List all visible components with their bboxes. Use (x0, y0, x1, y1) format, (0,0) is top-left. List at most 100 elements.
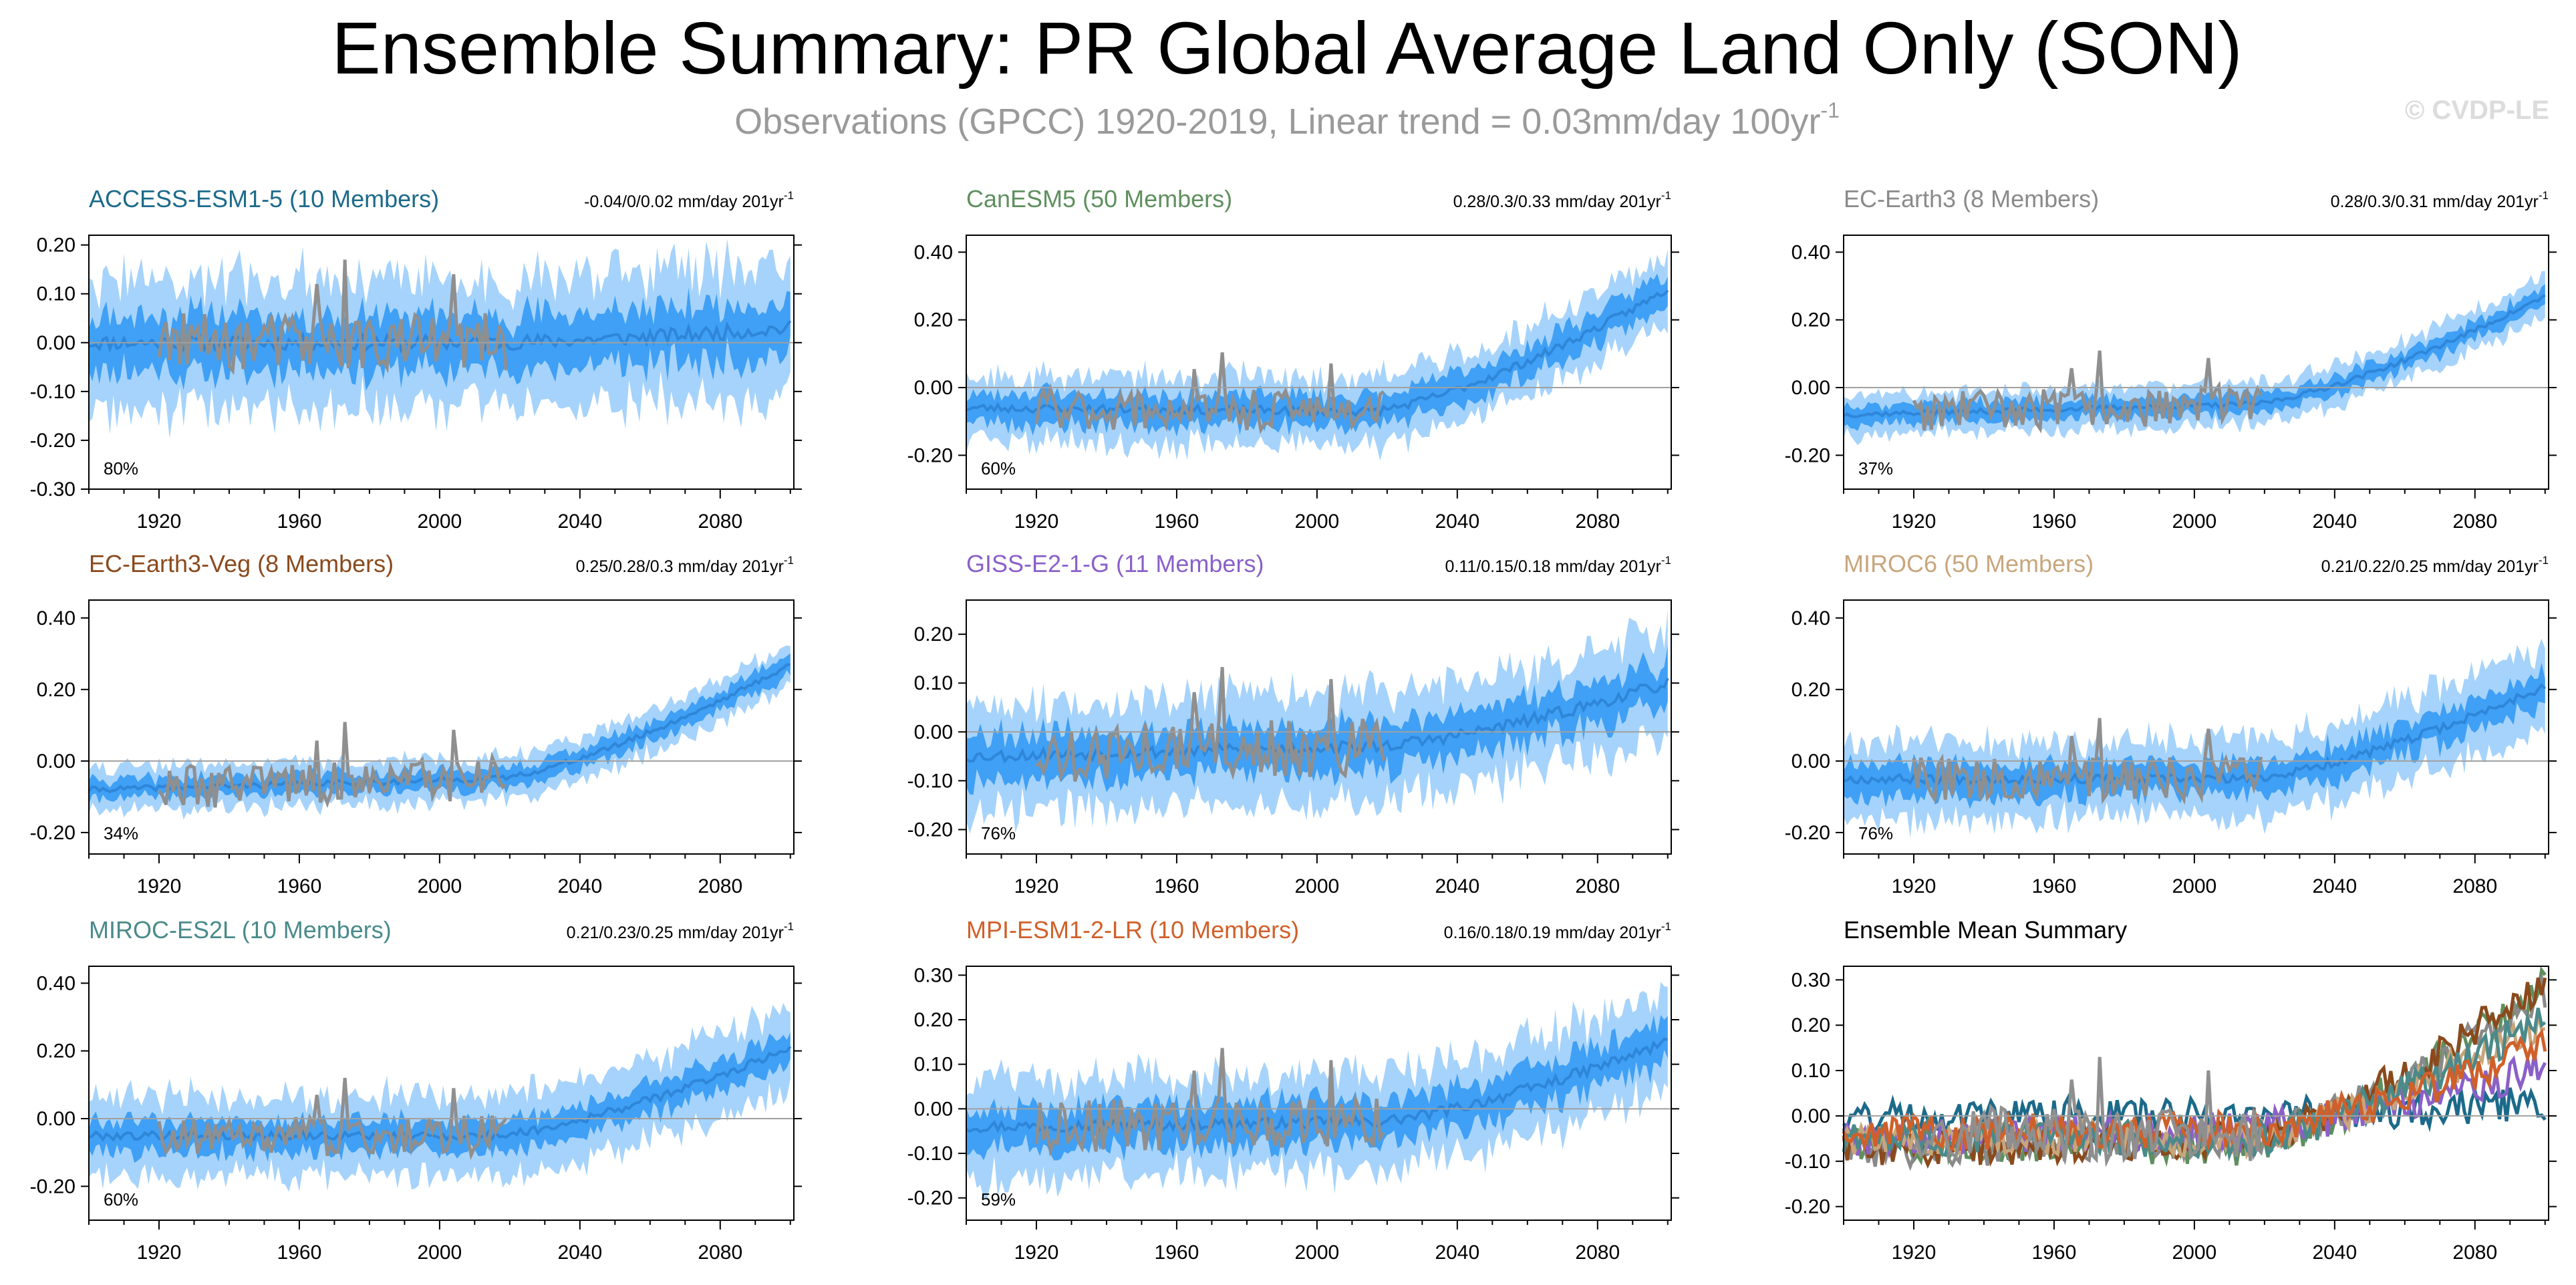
observations-line (1912, 350, 2263, 434)
x-tick-label: 1960 (1155, 1242, 1199, 1264)
x-tick-label: 1960 (2032, 1242, 2077, 1264)
chart-panel-mpi-esm1-2-lr: MPI-ESM1-2-LR (10 Members) 0.16/0.18/0.19… (907, 916, 1679, 1264)
plot-frame (1843, 966, 2549, 1221)
x-tick-label: 2040 (1435, 1242, 1479, 1264)
observations-line (157, 1078, 508, 1161)
x-tick-label: 2000 (1295, 1242, 1340, 1264)
y-tick-label: 0.40 (1792, 241, 1830, 263)
x-tick-label: 2080 (698, 1242, 742, 1264)
plot-frame (966, 966, 1672, 1221)
x-tick-label: 2080 (1575, 511, 1620, 533)
panel-trend-exponent: -1 (2539, 189, 2549, 202)
panel-trend-exponent: -1 (784, 554, 794, 567)
x-tick-label: 2080 (2452, 1242, 2497, 1264)
x-tick-label: 1920 (137, 511, 182, 533)
y-tick-label: -0.20 (907, 819, 953, 841)
x-tick-label: 1920 (1892, 875, 1937, 897)
figure-subtitle: Observations (GPCC) 1920-2019, Linear tr… (734, 98, 1840, 142)
series-line-access-esm1-5 (1842, 1085, 2547, 1139)
y-tick-label: -0.20 (1785, 444, 1830, 466)
y-tick-label: 0.20 (37, 235, 76, 257)
y-tick-label: -0.10 (1785, 1151, 1830, 1173)
x-tick-label: 2000 (2172, 875, 2217, 897)
x-tick-label: 1960 (277, 511, 322, 533)
y-tick-label: 0.00 (1792, 1105, 1830, 1127)
x-tick-label: 2040 (557, 511, 602, 533)
chart-panel-access-esm1-5: ACCESS-ESM1-5 (10 Members) -0.04/0/0.02 m… (30, 185, 802, 533)
y-tick-label: -0.20 (1785, 822, 1830, 844)
panel-trend-text: 0.21/0.22/0.25 mm/day 201yr (2321, 557, 2539, 576)
ensemble-spread-inner (89, 1032, 791, 1163)
y-tick-label: 0.20 (37, 1040, 76, 1062)
x-tick-label: 2040 (1435, 875, 1479, 897)
x-tick-label: 1920 (1014, 1242, 1059, 1264)
x-tick-label: 2080 (698, 875, 742, 897)
x-tick-label: 1920 (1014, 511, 1059, 533)
panel-trend-exponent: -1 (1661, 920, 1671, 933)
x-tick-label: 2000 (418, 511, 462, 533)
x-tick-label: 1960 (1155, 511, 1199, 533)
panel-title: EC-Earth3 (8 Members) (1844, 185, 2099, 212)
observations-line (157, 259, 509, 376)
y-tick-label: 0.00 (37, 1108, 76, 1130)
y-tick-label: 0.20 (1792, 1014, 1830, 1036)
panel-title: MIROC-ES2L (10 Members) (89, 916, 392, 944)
observations-line (157, 722, 507, 809)
x-tick-label: 2040 (557, 1242, 602, 1264)
panel-title: Ensemble Mean Summary (1844, 916, 2127, 944)
plot-frame (1843, 599, 2549, 855)
y-tick-label: 0.20 (1792, 679, 1830, 701)
y-tick-label: 0.00 (914, 1098, 953, 1120)
plot-frame (1843, 235, 2549, 490)
panel-trend: 0.28/0.3/0.31 mm/day 201yr-1 (2331, 189, 2549, 211)
x-tick-label: 1960 (2032, 875, 2077, 897)
x-tick-label: 1920 (137, 1242, 182, 1264)
ensemble-spread-outer (89, 1002, 791, 1192)
panel-trend-exponent: -1 (1661, 554, 1671, 567)
panel-percent: 60% (981, 458, 1016, 478)
panel-trend-exponent: -1 (1661, 189, 1671, 202)
x-tick-label: 2080 (1575, 1242, 1620, 1264)
x-tick-label: 1960 (1155, 875, 1199, 897)
x-tick-label: 2040 (1435, 511, 1479, 533)
y-tick-label: 0.00 (914, 377, 953, 399)
panel-trend-exponent: -1 (784, 189, 794, 202)
x-tick-label: 2000 (1295, 875, 1340, 897)
panel-trend-text: 0.16/0.18/0.19 mm/day 201yr (1444, 923, 1661, 942)
y-tick-label: -0.10 (907, 770, 953, 792)
x-tick-label: 2040 (2312, 1242, 2357, 1264)
chart-panel-miroc6: MIROC6 (50 Members) 0.21/0.22/0.25 mm/day… (1785, 550, 2557, 897)
x-tick-label: 1960 (277, 1242, 322, 1264)
panel-percent: 76% (981, 823, 1016, 843)
x-tick-label: 1920 (137, 875, 182, 897)
y-tick-label: 0.30 (1792, 969, 1830, 991)
y-tick-label: 0.40 (37, 972, 76, 994)
panel-trend-text: 0.21/0.23/0.25 mm/day 201yr (567, 923, 784, 942)
plot-frame (966, 235, 1672, 490)
chart-panel-giss-e2-1-g: GISS-E2-1-G (11 Members) 0.11/0.15/0.18 m… (907, 550, 1679, 897)
x-tick-label: 1960 (2032, 511, 2077, 533)
subtitle-text: Observations (GPCC) 1920-2019, Linear tr… (734, 102, 1820, 142)
y-tick-label: -0.20 (1785, 1196, 1830, 1218)
panel-trend: -0.04/0/0.02 mm/day 201yr-1 (584, 189, 794, 211)
panel-title: MIROC6 (50 Members) (1844, 550, 2094, 577)
panel-trend: 0.16/0.18/0.19 mm/day 201yr-1 (1444, 920, 1671, 942)
chart-panel-ensemble-mean-summary: Ensemble Mean Summary -0.20 -0.10 0.00 0.10 0… (1785, 916, 2557, 1264)
panel-percent: 34% (104, 823, 138, 843)
panel-trend: 0.21/0.22/0.25 mm/day 201yr-1 (2321, 554, 2549, 576)
y-tick-label: 0.10 (914, 672, 953, 694)
x-tick-label: 1920 (1014, 875, 1059, 897)
plot-frame (88, 235, 795, 490)
x-tick-label: 1960 (277, 875, 322, 897)
watermark-text: © CVDP-LE (2405, 96, 2549, 125)
panel-trend: 0.11/0.15/0.18 mm/day 201yr-1 (1445, 554, 1671, 576)
x-tick-label: 2040 (557, 875, 602, 897)
chart-panel-miroc-es2l: MIROC-ES2L (10 Members) 0.21/0.23/0.25 mm… (30, 916, 802, 1264)
panel-title: GISS-E2-1-G (11 Members) (966, 550, 1264, 577)
y-tick-label: 0.00 (1792, 377, 1830, 399)
y-tick-label: -0.30 (30, 478, 76, 501)
panel-title: MPI-ESM1-2-LR (10 Members) (966, 916, 1299, 944)
panel-trend-exponent: -1 (2539, 554, 2549, 567)
panel-percent: 59% (981, 1189, 1016, 1209)
